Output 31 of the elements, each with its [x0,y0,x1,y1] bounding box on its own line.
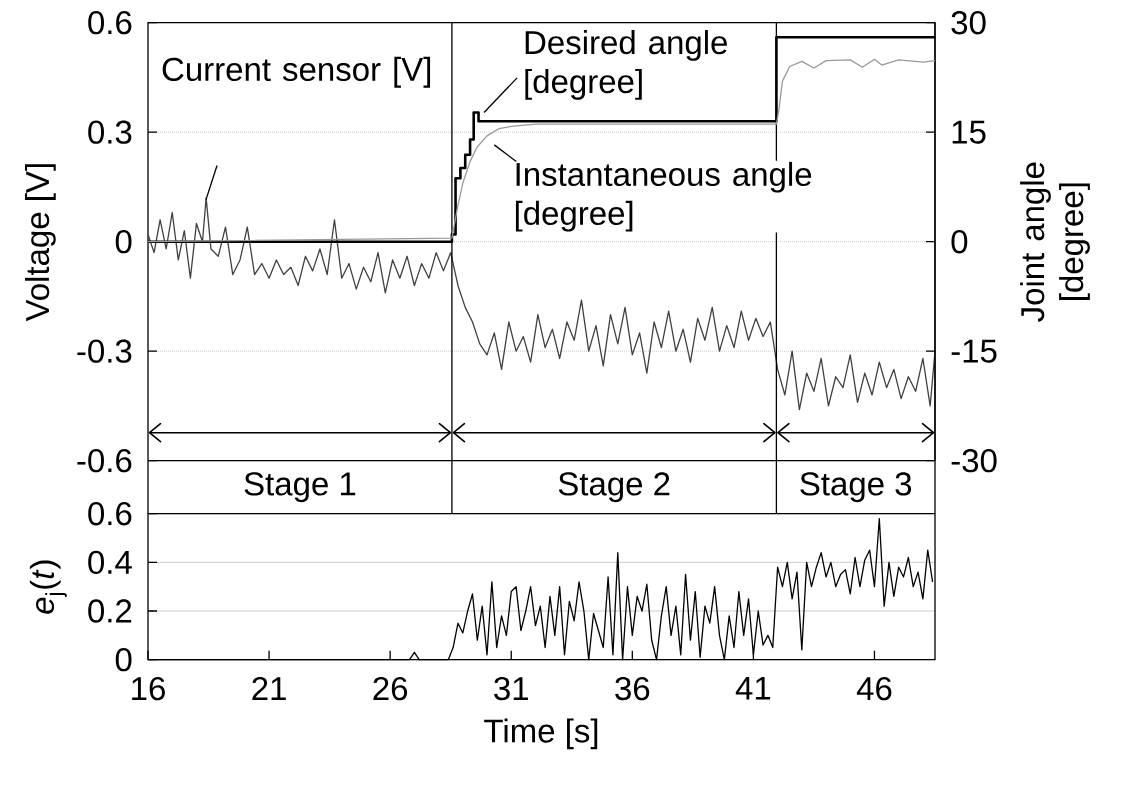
text: Stage 2 [558,472,670,503]
x-tick-label: 46 [856,677,892,701]
x-tick-label: 26 [373,677,408,701]
y-tick-label: -0.3 [77,339,132,364]
y-tick-label: 0.3 [88,120,132,145]
y2-tick-label: 30 [951,11,986,35]
x-tick-label: 31 [494,677,528,701]
y-axis-title: Voltage [V] [24,164,56,322]
y2-tick-label: 15 [952,120,986,144]
y-tick-label: 0.6 [88,502,132,526]
x-axis-title: Time [s] [484,718,598,750]
annotation: Desired angle [degree] [525,30,727,100]
y-tick-label: 0 [115,230,132,254]
y-tick-label: 0.2 [88,599,132,623]
x-tick-label: 16 [132,677,165,701]
annotation: Instantaneous angle [degree] [515,162,812,232]
y-axis-title: e$_{j}$(t) [29,560,67,614]
annotation: Current sensor [V] [162,57,431,88]
text: Stage 3 [800,472,912,503]
y2-axis-title: Joint angle [degree] [1020,162,1090,323]
y-tick-label: 0.4 [88,550,132,575]
y-tick-label: 0 [115,648,132,672]
y2-tick-label: 0 [951,230,968,254]
text: Stage 1 [244,472,356,503]
x-tick-label: 36 [615,677,650,701]
x-tick-label: 41 [735,677,771,700]
y-tick-label: -0.6 [77,449,132,473]
x-tick-label: 21 [252,677,286,701]
y2-tick-label: -30 [951,449,997,473]
y-tick-label: 0.6 [88,11,132,35]
y2-tick-label: -15 [951,339,997,363]
